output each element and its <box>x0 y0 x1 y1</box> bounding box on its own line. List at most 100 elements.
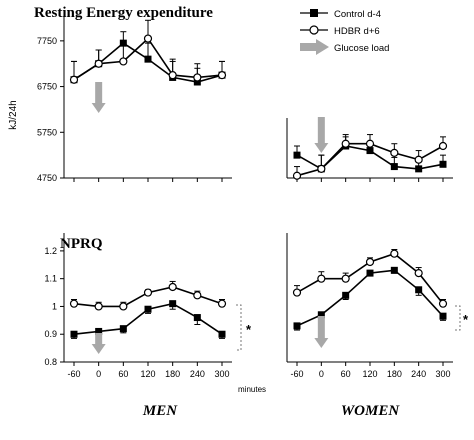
men-ree-panel: 4750 5750 6750 7750 <box>37 14 232 183</box>
men-ree-hdbr-point <box>119 57 128 66</box>
legend: Control d-4 HDBR d+6 Glucose load <box>300 9 389 55</box>
women-ree-hdbr-point <box>390 148 399 157</box>
women-nprq-xtick-label: 0 <box>319 369 324 379</box>
men-nprq-hdbr-point <box>143 288 153 297</box>
legend-hdbr-marker <box>309 25 319 35</box>
men-significance-star: * <box>246 322 252 337</box>
women-ree-hdbr-point <box>414 155 423 164</box>
women-ree-control-point <box>293 151 301 159</box>
women-nprq-hdbr-point <box>414 269 423 278</box>
women-ree-hdbr-point <box>292 171 302 180</box>
women-ree-hdbr-point <box>317 164 326 173</box>
ree-title: Resting Energy expenditure <box>34 5 213 21</box>
women-ree-hdbr-point <box>365 139 375 148</box>
men-ree-ytick-label: 6750 <box>37 82 57 92</box>
women-nprq-panel: -60 0 60 120 180 240 300 <box>286 233 453 379</box>
women-ree-panel <box>286 117 453 182</box>
legend-control-marker <box>310 9 318 17</box>
men-ree-ytick-label: 5750 <box>37 127 57 137</box>
men-nprq-control-point <box>218 330 226 338</box>
men-ree-ytick-label: 4750 <box>37 173 57 183</box>
plot-panels: 4750 5750 6750 7750 0.8 0.9 1 1.1 1.2 -60 0 60 120 18… <box>37 14 461 379</box>
legend-hdbr-label: HDBR d+6 <box>334 26 380 37</box>
women-nprq-hdbr-point <box>292 288 302 297</box>
women-nprq-xtick-label: 180 <box>387 369 402 379</box>
men-ree-hdbr-point <box>168 71 177 80</box>
women-label: WOMEN <box>341 403 401 419</box>
men-nprq-control-point <box>169 300 177 308</box>
women-nprq-control-point <box>390 266 398 274</box>
women-nprq-control-point <box>293 322 301 330</box>
significance-brackets <box>236 304 461 351</box>
women-ree-hdbr-point <box>438 141 448 151</box>
men-ree-control-point <box>144 55 152 63</box>
minutes-label: minutes <box>238 385 266 394</box>
women-ree-control-point <box>390 163 398 171</box>
men-nprq-control-point <box>70 330 78 338</box>
men-nprq-xtick-label: 240 <box>190 369 205 379</box>
ree-ylabel: kJ/24h <box>8 100 19 129</box>
men-ree-hdbr-point <box>94 59 103 68</box>
legend-glucose-label: Glucose load <box>334 43 389 54</box>
men-nprq-hdbr-point <box>168 282 177 292</box>
men-nprq-ytick-label: 0.8 <box>44 357 57 367</box>
nprq-title: NPRQ <box>60 236 103 252</box>
women-significance-star: * <box>463 312 469 327</box>
men-nprq-hdbr-point <box>119 302 128 311</box>
women-nprq-control-point <box>342 291 350 299</box>
men-nprq-ytick-label: 1.1 <box>44 274 57 284</box>
men-ree-hdbr-point <box>193 73 202 82</box>
men-nprq-ytick-label: 1 <box>52 301 57 311</box>
men-nprq-control-point <box>95 327 103 335</box>
men-nprq-xtick-label: 120 <box>140 369 155 379</box>
women-nprq-control-point <box>439 312 447 320</box>
women-ree-control-point <box>439 160 447 168</box>
men-nprq-control-point <box>144 305 152 313</box>
women-nprq-hdbr-point <box>317 274 326 283</box>
men-nprq-control-point <box>119 325 127 333</box>
men-nprq-control-point <box>193 314 201 322</box>
women-ree-control-point <box>415 165 423 173</box>
men-ree-glucose-arrow-icon <box>91 82 106 113</box>
women-nprq-hdbr-point <box>390 249 399 258</box>
men-nprq-hdbr-point <box>94 302 103 311</box>
women-ree-hdbr-point <box>341 139 350 148</box>
men-nprq-ytick-label: 0.9 <box>44 329 57 339</box>
men-nprq-xtick-label: -60 <box>67 369 80 379</box>
men-nprq-hdbr-point <box>193 291 202 300</box>
men-nprq-hdbr-point <box>69 299 79 308</box>
women-nprq-xtick-label: 60 <box>341 369 351 379</box>
men-ree-hdbr-point <box>69 75 79 84</box>
women-nprq-hdbr-point <box>341 274 350 283</box>
women-nprq-control-point <box>415 286 423 294</box>
women-nprq-control-point <box>366 269 374 277</box>
men-nprq-xtick-label: 0 <box>96 369 101 379</box>
men-nprq-xtick-label: 60 <box>118 369 128 379</box>
legend-control-label: Control d-4 <box>334 9 381 20</box>
men-label: MEN <box>142 403 178 419</box>
men-ree-hdbr-point <box>143 34 153 43</box>
women-nprq-xtick-label: 240 <box>411 369 426 379</box>
women-nprq-glucose-arrow-icon <box>314 316 329 348</box>
men-ree-control-point <box>193 78 201 86</box>
women-nprq-hdbr-point <box>365 257 375 267</box>
men-nprq-glucose-arrow-icon <box>91 333 106 354</box>
men-nprq-xtick-label: 180 <box>165 369 180 379</box>
legend-glucose-arrow-icon <box>300 39 329 55</box>
women-significance-bracket <box>455 305 461 331</box>
men-significance-bracket <box>236 304 242 351</box>
men-nprq-ytick-label: 1.2 <box>44 246 57 256</box>
women-nprq-xtick-label: -60 <box>290 369 303 379</box>
women-ree-glucose-arrow-icon <box>314 117 329 153</box>
women-nprq-xtick-label: 120 <box>362 369 377 379</box>
men-nprq-xtick-label: 300 <box>214 369 229 379</box>
men-ree-hdbr-point <box>217 71 227 80</box>
women-ree-control-point <box>366 147 374 155</box>
women-nprq-control-point <box>317 311 325 319</box>
men-ree-ytick-label: 7750 <box>37 36 57 46</box>
men-nprq-hdbr-point <box>217 299 227 308</box>
women-nprq-hdbr-point <box>438 299 448 308</box>
women-nprq-xtick-label: 300 <box>435 369 450 379</box>
men-nprq-panel: 0.8 0.9 1 1.1 1.2 -60 0 60 120 180 240 300 <box>44 233 232 379</box>
